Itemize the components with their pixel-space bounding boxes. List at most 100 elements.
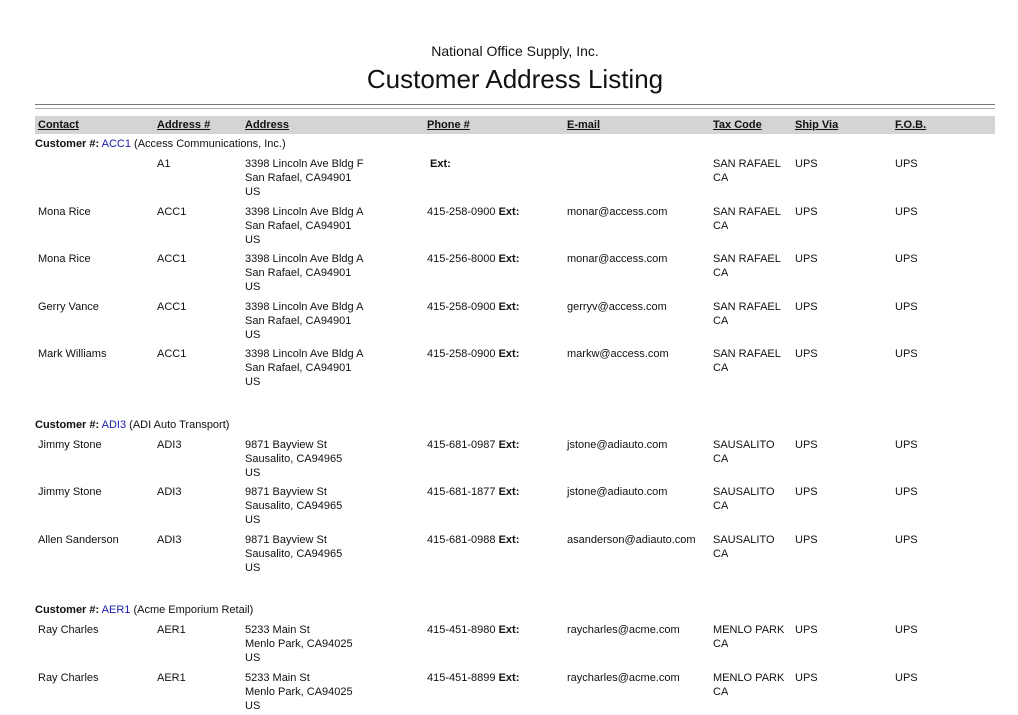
phone-cell: 415-258-0900 Ext:	[427, 205, 519, 219]
address-cell: 5233 Main St Menlo Park, CA94025 US	[245, 671, 353, 713]
table-row: Ray Charles AER1 5233 Main St Menlo Park, C…	[35, 671, 995, 715]
contact-cell: Gerry Vance	[38, 300, 99, 313]
address-line: US	[245, 376, 261, 388]
address-line: Sausalito, CA94965	[245, 547, 343, 560]
ext-label: Ext:	[498, 300, 520, 313]
phone-cell: 415-681-0988 Ext:	[427, 533, 519, 547]
email-cell: raycharles@acme.com	[567, 624, 680, 636]
table-row: Jimmy Stone ADI3 9871 Bayview St Sausalito,…	[35, 485, 995, 533]
address-line: San Rafael, CA94901	[245, 267, 352, 279]
phone-number: 415-258-0900	[427, 300, 496, 313]
ship-via-cell: UPS	[795, 438, 818, 451]
phone-number: 415-451-8899	[427, 671, 496, 684]
customer-label: Customer #:	[35, 418, 100, 431]
customer-name: (ADI Auto Transport)	[129, 418, 230, 431]
customer-group-header: Customer #: AER1 (Acme Emporium Retail)	[35, 603, 995, 623]
ext-label: Ext:	[498, 438, 520, 451]
ship-via-cell: UPS	[795, 348, 818, 360]
address-no-cell: ADI3	[157, 486, 182, 498]
table-row: Ray Charles AER1 5233 Main St Menlo Park, C…	[35, 623, 995, 671]
address-line: San Rafael, CA94901	[245, 314, 352, 327]
address-line: San Rafael, CA94901	[245, 172, 352, 184]
phone-cell: 415-681-0987 Ext:	[427, 438, 519, 452]
customer-label: Customer #:	[35, 138, 100, 150]
phone-cell: 415-256-8000 Ext:	[427, 252, 519, 266]
table-row: Jimmy Stone ADI3 9871 Bayview St Sausalito,…	[35, 438, 995, 486]
email-cell: raycharles@acme.com	[567, 671, 680, 684]
ext-label: Ext:	[498, 348, 520, 360]
customer-id-link[interactable]: AER1	[101, 604, 131, 616]
ship-via-cell: UPS	[795, 300, 818, 313]
address-line: US	[245, 514, 261, 526]
tax-code-cell: SAUSALITO CA	[713, 533, 775, 560]
ext-label: Ext:	[498, 671, 520, 684]
contact-cell: Mark Williams	[38, 348, 107, 360]
ext-label: Ext:	[498, 253, 520, 265]
table-row: A1 3398 Lincoln Ave Bldg F San Rafael, CA9…	[35, 157, 995, 205]
phone-number: 415-258-0900	[427, 205, 496, 218]
address-no-cell: ACC1	[157, 348, 187, 360]
ship-via-cell: UPS	[795, 671, 818, 684]
phone-cell: 415-681-1877 Ext:	[427, 485, 519, 499]
column-header-email: E-mail	[567, 119, 601, 131]
ship-via-cell: UPS	[795, 486, 818, 498]
ext-label: Ext:	[430, 158, 451, 170]
address-no-cell: ADI3	[157, 438, 182, 451]
column-header-phone: Phone #	[427, 119, 470, 131]
fob-cell: UPS	[895, 438, 918, 451]
tax-code-cell: SAN RAFAEL CA	[713, 205, 781, 232]
fob-cell: UPS	[895, 158, 918, 170]
address-line: US	[245, 186, 261, 198]
tax-code-cell: SAN RAFAEL CA	[713, 253, 781, 279]
address-line: US	[245, 699, 261, 712]
tax-code-cell: MENLO PARK CA	[713, 671, 785, 698]
email-cell: markw@access.com	[567, 348, 669, 360]
customer-id-link[interactable]: ADI3	[101, 418, 127, 431]
address-line: US	[245, 652, 261, 664]
phone-number: 415-451-8980	[427, 624, 496, 636]
customer-name: (Access Communications, Inc.)	[134, 138, 286, 150]
tax-code-cell: SAUSALITO CA	[713, 438, 775, 465]
column-header-contact: Contact	[38, 119, 79, 131]
column-header-ship-via: Ship Via	[795, 119, 839, 131]
ext-label: Ext:	[498, 533, 520, 546]
phone-number: 415-258-0900	[427, 348, 496, 360]
address-no-cell: ACC1	[157, 253, 187, 265]
tax-code-cell: SAN RAFAEL CA	[713, 300, 781, 327]
ext-label: Ext:	[498, 205, 520, 218]
fob-cell: UPS	[895, 300, 918, 313]
address-line: 3398 Lincoln Ave Bldg A	[245, 348, 364, 360]
address-line: 3398 Lincoln Ave Bldg F	[245, 158, 364, 170]
address-line: 9871 Bayview St	[245, 533, 327, 546]
contact-cell: Mona Rice	[38, 205, 91, 218]
address-line: Sausalito, CA94965	[245, 452, 343, 465]
customer-id-link[interactable]: ACC1	[101, 138, 131, 150]
email-cell: jstone@adiauto.com	[567, 486, 668, 498]
email-cell: monar@access.com	[567, 253, 668, 265]
address-line: US	[245, 561, 261, 574]
group-spacer	[35, 395, 995, 418]
address-no-cell: ACC1	[157, 300, 187, 313]
tax-code-cell: SAN RAFAEL CA	[713, 348, 781, 374]
fob-cell: UPS	[895, 624, 918, 636]
address-line: 9871 Bayview St	[245, 438, 327, 451]
address-cell: 9871 Bayview St Sausalito, CA94965 US	[245, 533, 342, 575]
address-line: Menlo Park, CA94025	[245, 638, 353, 650]
address-line: 3398 Lincoln Ave Bldg A	[245, 205, 364, 218]
customer-name: (Acme Emporium Retail)	[133, 604, 254, 616]
ship-via-cell: UPS	[795, 624, 818, 636]
customer-group-header: Customer #: ADI3 (ADI Auto Transport)	[35, 418, 995, 438]
address-line: 9871 Bayview St	[245, 486, 327, 498]
column-header-bar: Contact Address # Address Phone # E-mail…	[35, 116, 995, 134]
table-row: Mona Rice ACC1 3398 Lincoln Ave Bldg A San …	[35, 252, 995, 300]
email-cell: monar@access.com	[567, 205, 668, 218]
table-row: Allen Sanderson ADI3 9871 Bayview St Sausal…	[35, 533, 995, 581]
address-cell: 9871 Bayview St Sausalito, CA94965 US	[245, 438, 342, 480]
tax-code-cell: SAN RAFAEL CA	[713, 158, 781, 184]
phone-number: 415-681-1877	[427, 486, 496, 498]
phone-number: 415-681-0987	[427, 438, 496, 451]
address-line: 5233 Main St	[245, 671, 310, 684]
address-line: Sausalito, CA94965	[245, 500, 343, 512]
ext-label: Ext:	[498, 624, 520, 636]
